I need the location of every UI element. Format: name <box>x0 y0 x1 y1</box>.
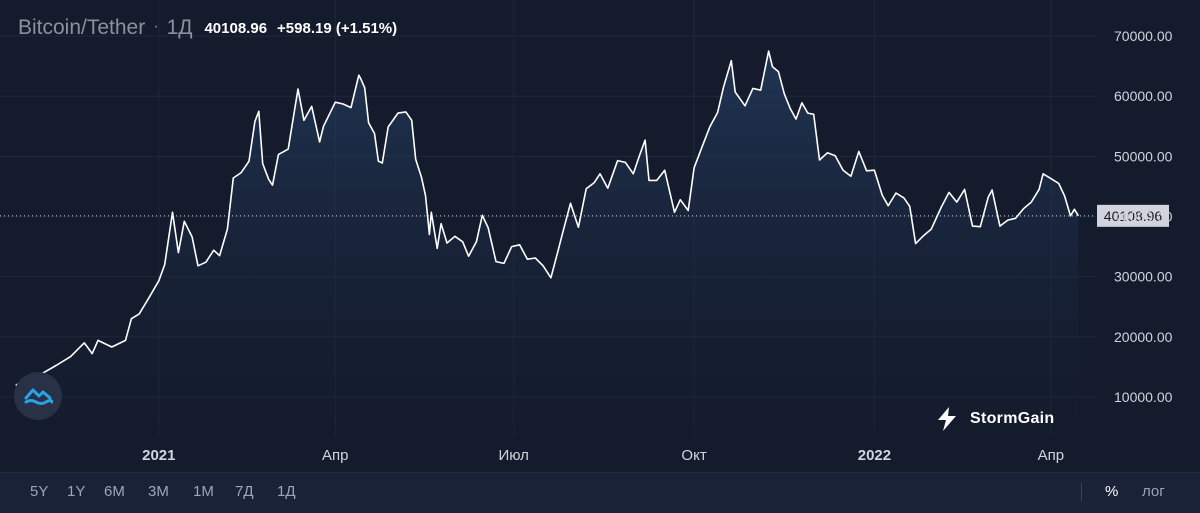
x-tick-label: Апр <box>322 447 348 464</box>
y-tick-label: 60000.00 <box>1114 88 1173 104</box>
stormgain-bolt-icon <box>938 407 956 431</box>
price-line[interactable] <box>15 50 1080 387</box>
interval-label[interactable]: 1Д <box>166 16 193 39</box>
x-tick-label: Окт <box>681 447 706 464</box>
x-tick-label: 2021 <box>142 447 175 464</box>
range-6m-button[interactable]: 6M <box>99 481 130 503</box>
range-1y-button[interactable]: 1Y <box>62 481 90 503</box>
cloud-wave-icon <box>24 388 53 405</box>
current-price: 40108.96 <box>204 19 268 37</box>
last-price-label-bg <box>1097 204 1169 227</box>
symbol-title[interactable]: Bitcoin/Tether <box>18 16 146 39</box>
range-3m-button[interactable]: 3M <box>143 481 174 503</box>
price-chart[interactable]: 40108.96 10000.00 20000.00 30000.00 40000.0… <box>0 0 1200 472</box>
range-5y-button[interactable]: 5Y <box>25 481 53 503</box>
y-tick-label: 20000.00 <box>1114 329 1173 345</box>
range-1d-button[interactable]: 1Д <box>272 481 301 503</box>
logo-text: StormGain <box>970 410 1055 427</box>
x-tick-label: Апр <box>1038 447 1064 464</box>
chart-header: Bitcoin/Tether · 1Д 40108.96 +598.19 (+1… <box>18 14 397 42</box>
percent-toggle[interactable]: % <box>1105 483 1119 500</box>
price-line-layer <box>15 50 1080 387</box>
log-toggle[interactable]: лог <box>1142 483 1165 500</box>
toolbar-separator <box>1081 483 1082 501</box>
price-change: +598.19 (+1.51%) <box>277 19 398 37</box>
y-tick-label: 50000.00 <box>1114 148 1173 164</box>
y-axis[interactable]: 10000.00 20000.00 30000.00 40000.00 50000.00… <box>1114 28 1173 405</box>
title-separator: · <box>153 18 159 35</box>
cloud-wave-button[interactable] <box>14 372 62 420</box>
range-7d-button[interactable]: 7Д <box>230 481 259 503</box>
x-tick-label: 2022 <box>858 447 891 464</box>
range-1m-button[interactable]: 1M <box>188 481 219 503</box>
stormgain-logo[interactable]: StormGain <box>934 406 1055 432</box>
x-tick-label: Июл <box>498 447 528 464</box>
bottom-toolbar: 5Y 1Y 6M 3M 1M 7Д 1Д % лог <box>0 472 1200 513</box>
area-fill <box>15 51 1079 436</box>
y-tick-label: 40000.00 <box>1114 208 1173 224</box>
y-tick-label: 70000.00 <box>1114 28 1173 44</box>
last-price-label: 40108.96 <box>1104 208 1163 224</box>
y-tick-label: 10000.00 <box>1114 389 1173 405</box>
last-price-line-layer: 40108.96 <box>0 204 1169 227</box>
price-area <box>15 51 1079 436</box>
y-tick-label: 30000.00 <box>1114 269 1173 285</box>
chart-canvas[interactable]: 40108.96 10000.00 20000.00 30000.00 40000.0… <box>0 0 1200 472</box>
x-axis[interactable]: 2021 Апр Июл Окт 2022 Апр <box>142 447 1064 464</box>
